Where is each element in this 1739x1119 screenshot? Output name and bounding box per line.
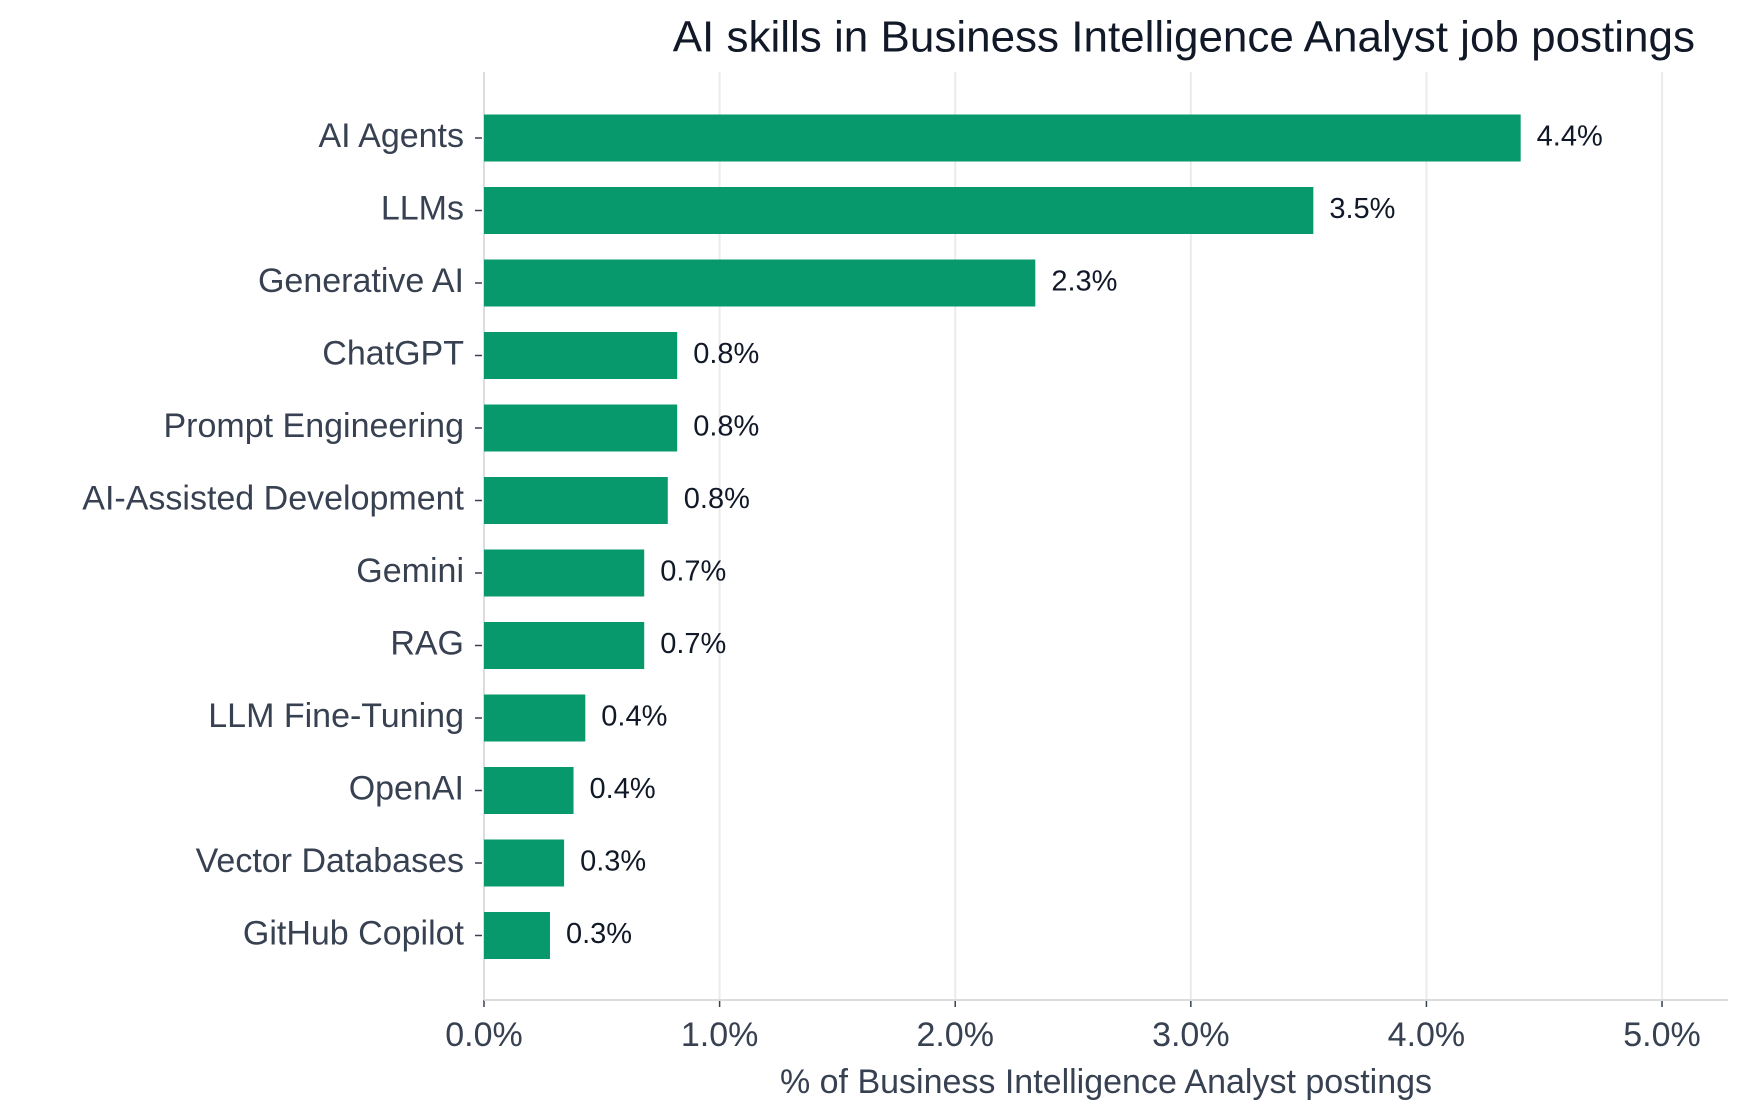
x-tick-label: 3.0% [1152,1016,1230,1054]
value-label: 0.8% [684,483,750,515]
x-tick-label: 2.0% [916,1016,994,1054]
bar [484,694,586,742]
y-tick-label: Prompt Engineering [163,407,464,445]
bar [484,622,645,669]
x-tick-label: 0.0% [445,1016,523,1054]
bar [484,767,574,814]
x-tick-label: 5.0% [1623,1016,1701,1054]
value-label: 4.4% [1537,121,1603,153]
y-tick-label: Gemini [356,552,464,590]
x-tick-label: 1.0% [681,1016,759,1054]
y-tick-label: AI-Assisted Development [82,479,464,517]
bar [484,114,1521,162]
bar [484,259,1036,307]
value-label: 0.3% [580,846,646,878]
chart-title: AI skills in Business Intelligence Analy… [673,13,1695,62]
value-label: 3.5% [1329,193,1395,225]
bar [484,477,668,524]
y-tick-label: ChatGPT [322,334,464,372]
value-label: 0.4% [601,701,667,733]
y-tick-label: GitHub Copilot [243,914,465,952]
value-label: 0.7% [660,628,726,660]
bar [484,332,678,379]
y-tick-label: LLMs [381,189,464,227]
y-tick-label: LLM Fine-Tuning [208,697,464,735]
y-tick-label: Vector Databases [196,842,464,880]
y-tick-label: RAG [390,624,464,662]
bar [484,912,550,959]
bar [484,404,678,452]
value-label: 0.4% [590,773,656,805]
y-tick-label: Generative AI [258,262,464,300]
bar [484,839,565,887]
bar [484,187,1314,234]
bar [484,549,645,597]
value-label: 2.3% [1051,266,1117,298]
value-label: 0.8% [693,411,759,443]
x-tick-label: 4.0% [1388,1016,1466,1054]
value-label: 0.8% [693,338,759,370]
y-tick-label: AI Agents [318,117,464,155]
value-label: 0.3% [566,918,632,950]
y-tick-label: OpenAI [349,769,464,807]
value-label: 0.7% [660,556,726,588]
x-axis-label: % of Business Intelligence Analyst posti… [780,1063,1432,1101]
